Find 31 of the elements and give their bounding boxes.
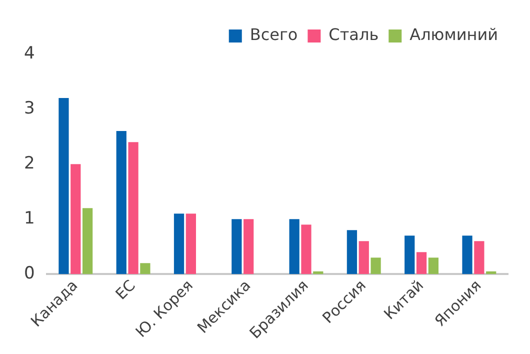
x-tick-label: ЕС <box>112 276 139 304</box>
bar <box>462 236 472 274</box>
bar <box>58 98 69 274</box>
y-tick-label: 1 <box>24 208 35 229</box>
bar <box>174 214 184 274</box>
bar <box>128 142 138 274</box>
legend-label: Всего <box>250 25 298 44</box>
bar <box>474 241 484 274</box>
bar <box>416 252 427 274</box>
bar <box>70 164 81 274</box>
bar <box>116 131 126 274</box>
legend-label: Алюминий <box>410 25 498 44</box>
bar <box>428 258 439 274</box>
bar <box>289 219 300 274</box>
bar <box>244 219 254 274</box>
y-tick-label: 4 <box>24 43 35 64</box>
y-tick-label: 0 <box>24 264 35 284</box>
bar <box>358 241 369 274</box>
bar <box>186 214 196 274</box>
bar <box>313 271 324 274</box>
bar <box>232 219 242 274</box>
bar <box>404 236 415 274</box>
y-tick-label: 3 <box>24 98 35 118</box>
bar <box>301 224 312 274</box>
bar <box>370 258 381 274</box>
bar <box>346 230 358 274</box>
legend-label: Сталь <box>328 25 379 44</box>
bar <box>140 263 150 274</box>
bar <box>486 271 496 274</box>
y-tick-label: 2 <box>24 154 35 174</box>
bar <box>82 208 93 274</box>
